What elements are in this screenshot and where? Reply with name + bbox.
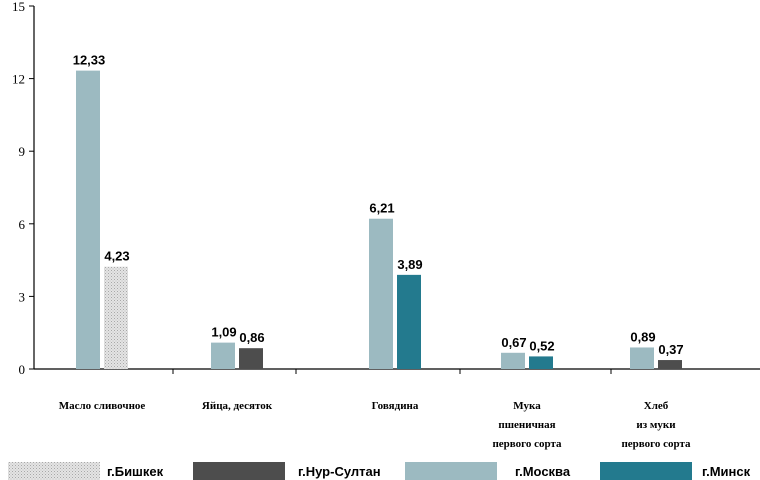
data-label: 3,89 <box>397 257 422 272</box>
legend-swatch-bishkek <box>8 462 100 480</box>
category-label: Масло сливочное <box>59 400 146 412</box>
category-labels: Масло сливочное Яйца, десяток Говядина Мука… <box>59 400 691 450</box>
data-label: 0,37 <box>658 342 683 357</box>
data-label: 0,67 <box>501 335 526 350</box>
y-tick-label: 9 <box>19 144 26 159</box>
legend-label-bishkek: г.Бишкек <box>107 464 164 479</box>
legend-swatch-nursultan <box>193 462 285 480</box>
legend-label-moscow: г.Москва <box>515 464 571 479</box>
legend-label-nursultan: г.Нур-Султан <box>298 464 381 479</box>
category-label: первого сорта <box>492 438 562 450</box>
legend-label-minsk: г.Минск <box>702 464 751 479</box>
data-labels: 12,33 4,23 1,09 0,86 6,21 3,89 0,67 0,52 0,890,3… <box>73 53 684 357</box>
legend: г.Бишкек г.Нур-Султан г.Москва г.Минск <box>8 462 751 480</box>
category-label: Яйца, десяток <box>202 400 273 412</box>
data-label: 12,33 <box>73 53 106 68</box>
bar-flour-minsk <box>529 356 553 369</box>
y-tick-label: 15 <box>12 0 25 14</box>
data-label: 4,23 <box>104 249 129 264</box>
legend-swatch-minsk <box>600 462 692 480</box>
category-label: из муки <box>636 419 676 431</box>
category-label: первого сорта <box>621 438 691 450</box>
bar-butter-moscow <box>76 70 100 369</box>
data-label: 0,86 <box>239 330 264 345</box>
y-tick-label: 0 <box>19 362 26 377</box>
category-label: Хлеб <box>644 400 669 412</box>
bar-butter-bishkek <box>104 266 128 369</box>
bar-beef-moscow <box>369 218 393 369</box>
bar-bread-moscow <box>630 347 654 369</box>
bar-eggs-moscow <box>211 342 235 369</box>
bar-beef-minsk <box>397 274 421 369</box>
category-label: Мука <box>513 400 541 412</box>
data-label: 6,21 <box>369 201 394 216</box>
category-label: пшеничная <box>498 419 555 431</box>
bar-bread-nursultan <box>658 360 682 369</box>
y-tick-label: 3 <box>19 289 26 304</box>
legend-swatch-moscow <box>405 462 497 480</box>
data-label: 1,09 <box>211 325 236 340</box>
y-tick-label: 12 <box>12 72 25 87</box>
bars <box>76 70 682 369</box>
bar-flour-moscow <box>501 352 525 369</box>
y-tick-label: 6 <box>19 217 26 232</box>
bar-eggs-nursultan <box>239 348 263 369</box>
data-label: 0,52 <box>529 338 554 353</box>
category-label: Говядина <box>372 400 419 412</box>
data-label: 0,89 <box>630 329 655 344</box>
